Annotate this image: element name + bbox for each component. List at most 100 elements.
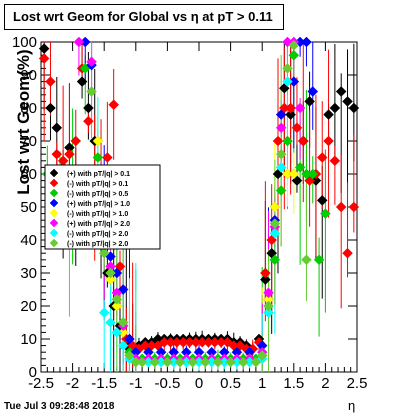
marker-diamond	[45, 102, 56, 114]
y-tick-label: 60	[20, 166, 37, 183]
marker-diamond	[98, 247, 110, 259]
marker-diamond	[329, 155, 341, 167]
legend: (+) with pT/|q| > 0.1 (-) with pT/|q| > 0…	[44, 164, 161, 250]
legend-label: (+) with pT/|q| > 2.0	[67, 221, 130, 228]
marker-diamond	[269, 218, 281, 229]
marker-diamond	[282, 76, 293, 87]
marker-diamond	[111, 300, 123, 312]
marker-diamond	[45, 76, 56, 87]
x-tick-label: 0.5	[220, 375, 241, 392]
marker-diamond	[92, 152, 104, 163]
marker-diamond	[301, 254, 312, 266]
marker-diamond	[282, 63, 293, 74]
x-tick-label: -2	[66, 375, 79, 392]
x-tick-label: -0.5	[154, 375, 180, 392]
x-tick-label: 1	[258, 375, 266, 392]
marker-diamond	[275, 185, 287, 196]
legend-label: (+) with pT/|q| > 1.0	[67, 201, 130, 208]
marker-diamond	[272, 135, 284, 147]
marker-diamond	[348, 201, 360, 213]
x-tick-label: -2.5	[28, 375, 54, 392]
marker-diamond	[98, 307, 110, 318]
marker-diamond	[307, 168, 319, 180]
marker-diamond	[105, 274, 116, 285]
y-axis-label: Lost wrt Geom(%)	[14, 49, 33, 195]
marker-diamond	[335, 86, 347, 97]
marker-diamond	[269, 228, 281, 239]
marker-diamond	[301, 36, 312, 48]
marker-diamond	[288, 49, 300, 61]
marker-diamond	[225, 356, 236, 368]
marker-diamond	[269, 201, 281, 213]
marker-diamond	[76, 76, 88, 87]
legend-marker	[49, 188, 59, 198]
marker-diamond	[73, 36, 85, 48]
marker-diamond	[329, 102, 341, 114]
marker-diamond	[288, 39, 300, 51]
y-tick-label: 40	[20, 232, 37, 249]
marker-diamond	[111, 327, 123, 338]
marker-diamond	[316, 195, 328, 206]
legend-marker	[49, 198, 59, 208]
marker-diamond	[323, 109, 334, 120]
marker-diamond	[124, 350, 135, 361]
marker-diamond	[237, 356, 249, 368]
marker-diamond	[275, 122, 287, 134]
marker-diamond	[307, 86, 319, 97]
x-axis-label: η	[348, 398, 356, 413]
x-tick-label: 2	[321, 375, 329, 392]
marker-diamond	[275, 148, 287, 160]
marker-diamond	[263, 307, 274, 318]
marker-diamond	[64, 148, 75, 160]
chart-title: Lost wrt Geom for Global vs η at pT > 0.…	[4, 4, 284, 30]
marker-diamond	[124, 333, 135, 345]
marker-diamond	[275, 162, 287, 173]
marker-diamond	[275, 109, 287, 120]
marker-diamond	[335, 201, 347, 213]
legend-label: (-) with pT/|q| > 2.0	[67, 231, 128, 238]
marker-diamond	[263, 287, 274, 299]
marker-diamond	[212, 356, 224, 368]
marker-diamond	[108, 99, 120, 111]
marker-diamond	[313, 254, 325, 266]
marker-diamond	[323, 135, 334, 147]
y-tick-label: 80	[20, 100, 37, 117]
legend-marker	[49, 218, 59, 228]
x-tick-label: -1	[129, 375, 142, 392]
x-tick-label: 1.5	[283, 375, 304, 392]
legend-box	[44, 164, 161, 250]
y-tick-label: 90	[20, 67, 37, 84]
y-tick-label: 70	[20, 133, 37, 150]
marker-diamond	[320, 208, 331, 219]
marker-diamond	[269, 254, 281, 266]
marker-diamond	[102, 152, 113, 163]
legend-label: (-) with pT/|q| > 1.0	[67, 211, 128, 218]
marker-diamond	[263, 300, 274, 312]
marker-diamond	[136, 356, 148, 368]
marker-diamond	[304, 96, 315, 107]
marker-diamond	[174, 356, 186, 368]
marker-diamond	[285, 109, 296, 120]
x-tick-label: -1.5	[91, 375, 117, 392]
x-tick-label: 0	[195, 375, 203, 392]
y-tick-label: 30	[20, 265, 37, 282]
marker-diamond	[51, 148, 63, 160]
y-tick-label: 0	[29, 364, 37, 381]
marker-diamond	[282, 135, 293, 147]
marker-diamond	[294, 162, 306, 173]
marker-diamond	[38, 53, 50, 64]
marker-diamond	[86, 86, 97, 97]
marker-diamond	[117, 317, 129, 328]
marker-diamond	[83, 102, 94, 114]
data-markers	[38, 36, 360, 368]
marker-diamond	[187, 356, 199, 368]
y-tick-label: 10	[20, 331, 37, 348]
legend-marker	[49, 178, 59, 188]
legend-label: (+) with pT/|q| > 0.1	[67, 171, 130, 178]
legend-marker	[49, 228, 59, 238]
legend-label: (-) with pT/|q| > 2.0	[67, 241, 128, 248]
marker-diamond	[285, 102, 296, 114]
marker-diamond	[342, 96, 353, 107]
x-tick-label: 2.5	[347, 375, 368, 392]
